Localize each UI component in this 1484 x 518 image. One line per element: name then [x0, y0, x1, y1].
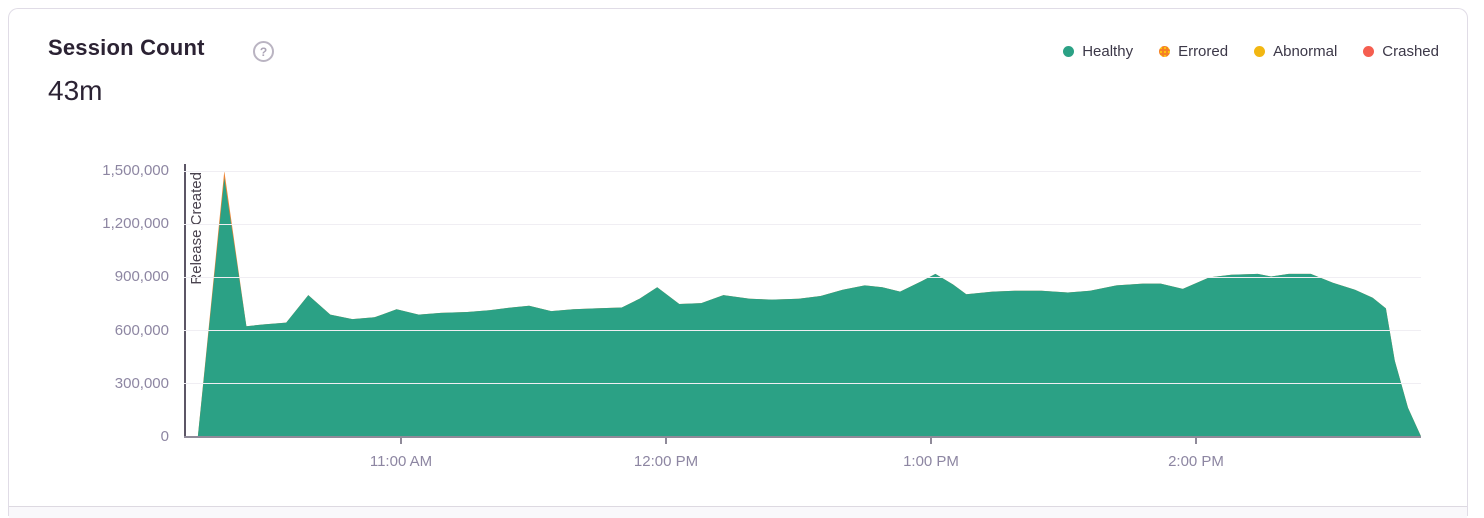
gridline — [184, 330, 1421, 332]
release-created-label: Release Created — [188, 172, 205, 285]
healthy-area-series — [197, 178, 1421, 437]
x-axis-tick — [930, 437, 932, 444]
chart-legend: Healthy Errored Abnormal Crashed — [1063, 43, 1439, 60]
y-axis-label: 900,000 — [114, 268, 169, 286]
release-created-line — [184, 164, 186, 437]
y-axis-label: 0 — [160, 428, 169, 445]
card-title: Session Count — [48, 35, 205, 60]
gridline — [184, 223, 1421, 225]
x-axis-label: 1:00 PM — [903, 453, 959, 470]
help-icon[interactable]: ? — [253, 41, 274, 62]
legend-label: Healthy — [1082, 43, 1134, 60]
x-axis-label: 12:00 PM — [633, 453, 699, 470]
session-count-card: Session Count ? 43m Healthy Errored Abnorm… — [8, 8, 1468, 518]
errored-dot-icon — [1159, 46, 1171, 57]
y-axis-label: 1,200,000 — [102, 215, 169, 233]
abnormal-dot-icon — [1254, 46, 1266, 57]
session-count-total: 43m — [48, 75, 103, 106]
plot-area[interactable]: Release Created 0 300,000 600,000 900,000 1,… — [102, 162, 1421, 470]
x-axis-line — [184, 436, 1421, 438]
x-axis-tick — [665, 437, 667, 444]
gridline — [184, 170, 1421, 172]
y-axis-label: 1,500,000 — [102, 162, 169, 179]
legend-label: Errored — [1178, 43, 1229, 60]
x-axis-label: 2:00 PM — [1168, 453, 1224, 470]
card-footer-divider — [9, 506, 1467, 518]
x-axis-tick — [400, 437, 402, 444]
session-area-chart — [197, 171, 1421, 437]
x-axis-label: 11:00 AM — [369, 453, 433, 470]
crashed-dot-icon — [1363, 46, 1375, 57]
y-axis-label: 300,000 — [114, 374, 169, 392]
question-mark-glyph: ? — [259, 44, 268, 59]
legend-label: Abnormal — [1273, 43, 1338, 60]
gridline — [184, 276, 1421, 278]
legend-item-abnormal[interactable]: Abnormal — [1254, 43, 1337, 60]
y-axis-label: 600,000 — [114, 321, 169, 339]
legend-item-healthy[interactable]: Healthy — [1063, 43, 1133, 60]
healthy-dot-icon — [1063, 46, 1075, 57]
legend-item-crashed[interactable]: Crashed — [1363, 43, 1439, 60]
x-axis-tick — [1195, 437, 1197, 444]
gridline — [184, 383, 1421, 385]
legend-label: Crashed — [1382, 43, 1439, 60]
legend-item-errored[interactable]: Errored — [1159, 43, 1228, 60]
